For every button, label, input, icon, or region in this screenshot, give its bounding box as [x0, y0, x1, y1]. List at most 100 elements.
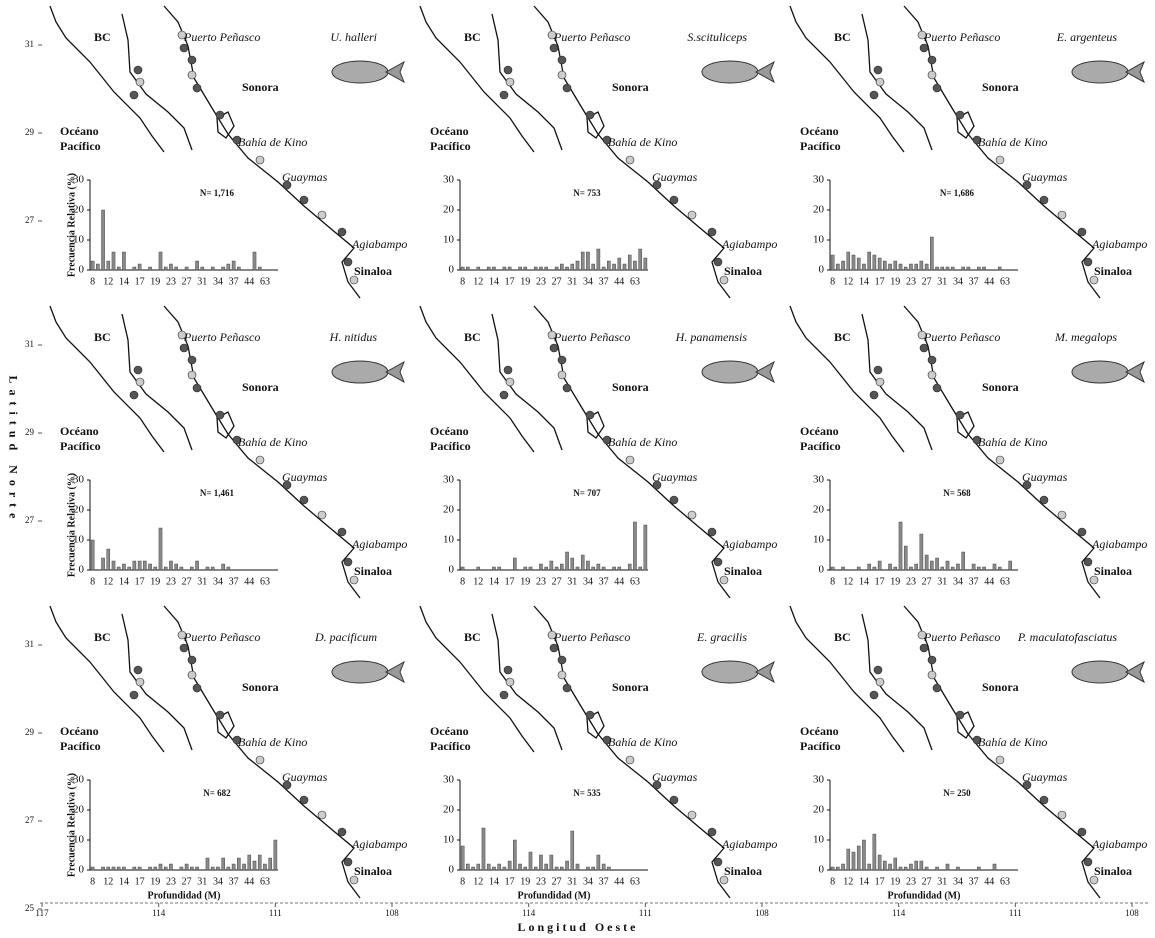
sample-site	[343, 257, 353, 267]
coastline	[586, 111, 605, 139]
map-label: Agiabampo	[351, 237, 407, 251]
sample-site	[299, 795, 309, 805]
sample-site	[232, 735, 242, 745]
y-tick-label: 20	[443, 504, 455, 516]
bar	[184, 863, 189, 871]
bar	[210, 866, 215, 871]
bar	[544, 266, 548, 271]
x-tick-label: 37	[229, 276, 239, 287]
bar	[539, 563, 543, 571]
species-name: S.scituliceps	[687, 30, 747, 44]
fish-tail	[754, 660, 775, 684]
coastline	[121, 313, 193, 451]
x-tick-label: 63	[630, 876, 640, 887]
species-name: U. halleri	[330, 30, 377, 44]
map-label: Pacífico	[430, 439, 471, 453]
bar	[919, 260, 924, 271]
coastline	[956, 411, 975, 439]
bar	[935, 557, 939, 571]
sample-site	[917, 30, 927, 40]
sample-size: N= 682	[203, 788, 231, 798]
bar	[237, 857, 241, 871]
y-tick-label: 30	[443, 474, 455, 486]
sample-site	[652, 780, 662, 790]
y-tick-label: 10	[73, 234, 85, 246]
x-tick-label: 12	[473, 876, 483, 887]
lon-tick-label: 117	[35, 908, 49, 918]
sample-site	[602, 435, 612, 445]
bar	[607, 260, 611, 271]
x-tick-label: 23	[166, 876, 176, 887]
bar	[205, 857, 210, 871]
lon-tick-label: 111	[269, 908, 282, 918]
bar	[883, 260, 887, 271]
bar	[945, 266, 950, 271]
sample-site	[187, 55, 197, 65]
x-tick-label: 31	[937, 576, 947, 587]
y-tick-label: 10	[73, 534, 85, 546]
map-label: Agiabampo	[351, 537, 407, 551]
x-tick-label: 12	[473, 576, 483, 587]
bar	[836, 866, 840, 871]
bar	[507, 860, 512, 871]
x-tick-label: 12	[843, 576, 853, 587]
coastline	[586, 711, 605, 739]
x-tick-label: 27	[922, 276, 932, 287]
x-tick-label: 37	[599, 876, 609, 887]
x-tick-label: 17	[505, 276, 515, 287]
x-tick-label: 44	[614, 576, 624, 587]
sample-site	[972, 435, 982, 445]
bar	[830, 866, 835, 871]
bar	[607, 866, 611, 871]
sample-site	[585, 410, 595, 420]
map-label: Bahía de Kino	[608, 135, 677, 149]
x-tick-label: 31	[937, 276, 947, 287]
bar	[612, 566, 616, 571]
bar	[273, 839, 278, 871]
bar	[903, 266, 908, 271]
y-tick-label: 0	[819, 264, 825, 276]
sample-site	[503, 65, 513, 75]
sample-site	[1022, 180, 1032, 190]
map-label: Bahía de Kino	[238, 135, 307, 149]
bar	[513, 839, 517, 871]
fish-tail	[384, 360, 405, 384]
bar	[174, 563, 178, 571]
y-tick-label: 10	[813, 834, 825, 846]
x-tick-label: 37	[229, 876, 239, 887]
sample-site	[282, 480, 292, 490]
map-label: Guaymas	[652, 170, 698, 184]
map-label: BC	[464, 330, 481, 344]
fish-tail	[754, 60, 775, 84]
fish-illustration	[331, 660, 389, 684]
species-name: E. argenteus	[1056, 30, 1118, 44]
x-tick-label: 14	[859, 876, 869, 887]
bar	[893, 857, 898, 871]
bar	[622, 263, 627, 271]
sample-site	[1057, 210, 1067, 220]
x-tick-label: 14	[119, 576, 129, 587]
sample-site	[652, 480, 662, 490]
sample-site	[873, 665, 883, 675]
sample-site	[719, 275, 729, 285]
sample-site	[129, 390, 139, 400]
fish-tail	[1124, 60, 1145, 84]
x-tick-label: 8	[460, 576, 465, 587]
map-label: Bahía de Kino	[238, 435, 307, 449]
map-label: Sonora	[982, 80, 1019, 94]
sample-site	[687, 210, 697, 220]
sample-site	[505, 677, 515, 687]
sample-site	[917, 630, 927, 640]
y-tick-label: 0	[449, 864, 455, 876]
bar	[179, 866, 184, 871]
bar	[961, 266, 965, 271]
bar	[132, 560, 137, 571]
bar	[137, 560, 142, 571]
sample-site	[875, 677, 885, 687]
fish-illustration	[1071, 360, 1129, 384]
x-axis-label: Profundidad (M)	[518, 890, 591, 901]
bar	[945, 560, 950, 571]
map-label: BC	[834, 630, 851, 644]
